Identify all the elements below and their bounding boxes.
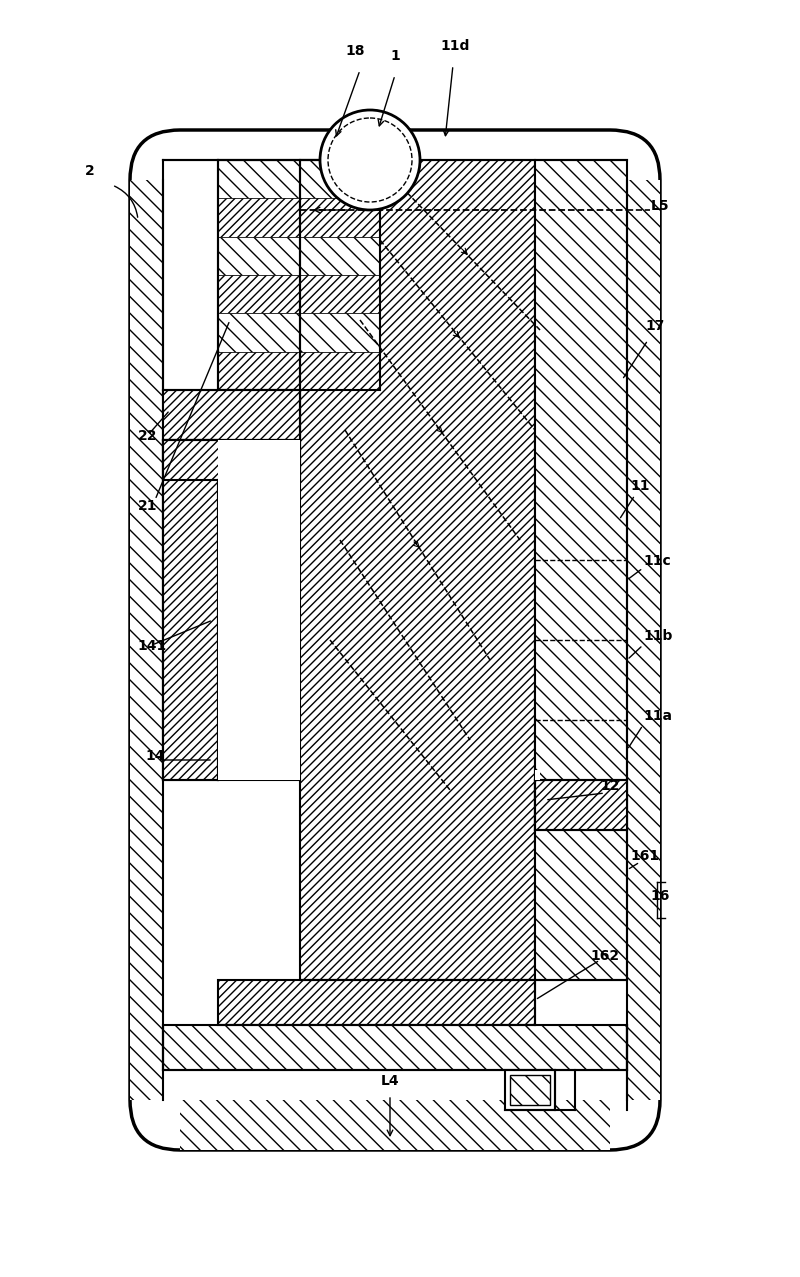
Bar: [300, 160, 380, 198]
FancyBboxPatch shape: [130, 130, 660, 1151]
Bar: [535, 780, 627, 830]
Bar: [130, 180, 163, 1099]
Text: L5: L5: [650, 199, 670, 213]
Bar: [627, 180, 660, 1099]
Text: 11: 11: [630, 479, 650, 493]
Text: 2: 2: [85, 163, 95, 178]
Bar: [300, 351, 380, 389]
Bar: [510, 1075, 550, 1105]
Text: 11c: 11c: [643, 554, 670, 568]
Bar: [218, 441, 300, 780]
Text: 18: 18: [346, 43, 365, 57]
Bar: [218, 979, 535, 1025]
Circle shape: [320, 110, 420, 209]
Text: 22: 22: [138, 429, 158, 443]
Bar: [180, 1099, 610, 1151]
Bar: [218, 160, 300, 198]
Text: 141: 141: [138, 638, 166, 653]
Bar: [218, 275, 300, 313]
Text: 16: 16: [650, 889, 670, 903]
Text: 12: 12: [600, 779, 620, 793]
Bar: [300, 198, 380, 236]
Bar: [163, 1025, 627, 1070]
Text: 14: 14: [146, 750, 165, 762]
Text: 17: 17: [646, 319, 665, 333]
Bar: [218, 236, 300, 275]
Bar: [300, 160, 535, 979]
FancyArrowPatch shape: [114, 186, 138, 217]
Bar: [300, 275, 380, 313]
Bar: [218, 198, 300, 236]
Bar: [163, 441, 300, 480]
Text: 161: 161: [630, 849, 659, 863]
Bar: [218, 351, 300, 389]
Bar: [300, 313, 380, 351]
Bar: [535, 160, 627, 979]
Bar: [218, 480, 300, 780]
Bar: [300, 160, 380, 389]
Bar: [218, 441, 300, 780]
Bar: [505, 1070, 555, 1110]
Bar: [163, 389, 300, 441]
Bar: [163, 441, 218, 780]
Bar: [300, 236, 380, 275]
Bar: [130, 180, 163, 1099]
Text: 11d: 11d: [440, 40, 470, 54]
Bar: [218, 313, 300, 351]
Text: 11b: 11b: [643, 630, 672, 644]
Text: 1: 1: [390, 49, 400, 63]
Bar: [535, 770, 540, 780]
Bar: [218, 160, 300, 389]
Text: 162: 162: [590, 949, 619, 963]
Text: 11a: 11a: [643, 709, 672, 723]
Text: L4: L4: [381, 1074, 399, 1088]
Text: 21: 21: [138, 499, 158, 513]
